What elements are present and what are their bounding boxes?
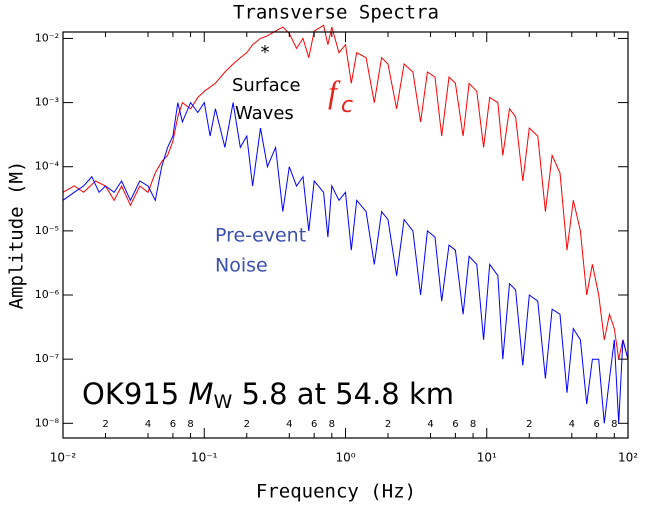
y-tick-label: 10⁻⁸	[35, 416, 60, 429]
annotation: *	[261, 42, 270, 63]
y-tick-label: 10⁻⁷	[35, 352, 59, 365]
annotation: OK915	[82, 377, 188, 411]
annotation: 5.8 at 54.8 km	[232, 377, 454, 411]
x-tick-label: 4	[286, 419, 292, 430]
x-tick-label: 10⁻²	[50, 451, 77, 465]
annotation: W	[213, 391, 232, 413]
spectrum-line	[62, 101, 629, 424]
y-tick-label: 10⁻³	[35, 96, 59, 109]
x-tick-label: 6	[170, 419, 176, 430]
x-tick-label: 10²	[618, 451, 638, 465]
x-tick-label: 10⁰	[335, 451, 355, 465]
spectrum-line	[62, 24, 629, 360]
annotation: Noise	[215, 255, 268, 277]
x-tick-label: 8	[187, 419, 193, 430]
plot-area	[62, 24, 629, 424]
y-axis-label: Amplitude (M)	[6, 161, 28, 310]
x-tick-label: 10¹	[477, 451, 497, 465]
x-tick-label: 8	[470, 419, 476, 430]
annotation: Waves	[235, 103, 294, 124]
x-tick-label: 8	[611, 419, 617, 430]
annotation: M	[188, 377, 213, 411]
x-tick-label: 2	[102, 419, 108, 430]
y-tick-label: 10⁻⁶	[35, 288, 60, 301]
y-tick-label: 10⁻⁴	[35, 160, 60, 173]
x-tick-label: 6	[311, 419, 317, 430]
x-tick-label: 2	[526, 419, 532, 430]
x-tick-label: 2	[385, 419, 391, 430]
x-tick-label: 8	[329, 419, 335, 430]
x-tick-label: 10⁻¹	[191, 451, 218, 465]
x-tick-label: 4	[145, 419, 151, 430]
x-tick-label: 4	[427, 419, 433, 430]
chart-title: Transverse Spectra	[233, 2, 439, 24]
x-tick-label: 6	[593, 419, 599, 430]
annotation: c	[341, 93, 353, 118]
x-tick-label: 4	[569, 419, 575, 430]
y-tick-label: 10⁻²	[35, 31, 59, 44]
annotation: Surface	[232, 75, 301, 96]
x-tick-label: 6	[452, 419, 458, 430]
x-tick-label: 2	[244, 419, 250, 430]
annotation: Pre-event	[215, 225, 306, 247]
event-annotation: OK915 MW 5.8 at 54.8 km	[82, 377, 454, 413]
y-tick-label: 10⁻⁵	[35, 224, 59, 237]
x-axis-label: Frequency (Hz)	[256, 481, 416, 503]
